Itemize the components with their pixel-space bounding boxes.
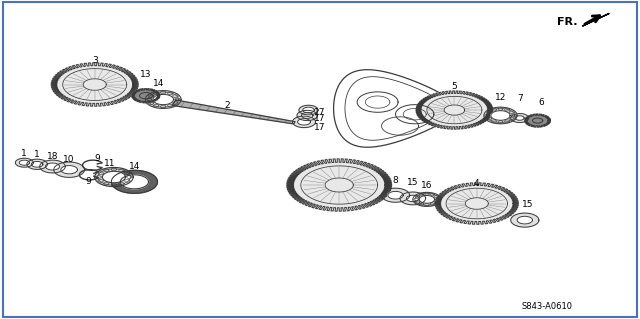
Polygon shape [27, 159, 47, 169]
Polygon shape [54, 162, 84, 177]
Text: 9: 9 [86, 177, 91, 186]
Text: 5: 5 [452, 82, 457, 91]
Polygon shape [132, 89, 160, 103]
Text: FR.: FR. [557, 17, 577, 27]
Polygon shape [153, 94, 173, 105]
Polygon shape [298, 119, 310, 125]
Polygon shape [525, 114, 550, 127]
Text: 1: 1 [22, 149, 27, 158]
Polygon shape [484, 107, 517, 124]
Text: 1: 1 [35, 150, 40, 159]
Polygon shape [40, 160, 65, 173]
Polygon shape [511, 114, 529, 122]
Text: S843-A0610: S843-A0610 [522, 302, 573, 311]
Text: 7: 7 [517, 94, 522, 103]
Text: 15: 15 [407, 178, 419, 187]
Polygon shape [419, 196, 435, 203]
Polygon shape [413, 192, 441, 206]
Text: 14: 14 [153, 79, 164, 88]
Polygon shape [287, 159, 392, 211]
Polygon shape [435, 183, 518, 224]
Polygon shape [292, 116, 316, 128]
Text: 18: 18 [47, 152, 58, 161]
Polygon shape [31, 161, 43, 167]
Text: 3: 3 [92, 56, 97, 65]
Polygon shape [400, 192, 426, 205]
Polygon shape [582, 13, 609, 26]
Polygon shape [299, 105, 318, 115]
Polygon shape [303, 107, 314, 113]
Text: 15: 15 [522, 200, 534, 209]
Polygon shape [287, 159, 392, 211]
Polygon shape [51, 63, 138, 106]
Polygon shape [406, 195, 419, 202]
Polygon shape [145, 91, 181, 108]
Text: 17: 17 [314, 108, 326, 117]
Text: 17: 17 [314, 123, 326, 132]
Polygon shape [381, 188, 410, 202]
Polygon shape [297, 110, 317, 121]
Text: 11: 11 [104, 159, 116, 168]
Polygon shape [388, 191, 403, 199]
Text: 12: 12 [495, 93, 506, 102]
Polygon shape [301, 113, 313, 118]
Polygon shape [172, 100, 295, 124]
Polygon shape [15, 158, 33, 167]
Polygon shape [416, 91, 493, 129]
Polygon shape [111, 170, 157, 193]
Text: 4: 4 [474, 179, 479, 188]
Polygon shape [19, 160, 29, 165]
Polygon shape [95, 167, 133, 187]
Polygon shape [491, 111, 510, 120]
Polygon shape [51, 63, 138, 106]
Polygon shape [435, 183, 518, 224]
Polygon shape [517, 216, 532, 224]
Text: 6: 6 [538, 98, 543, 107]
Text: 16: 16 [421, 181, 433, 189]
Polygon shape [45, 163, 60, 170]
Polygon shape [416, 91, 493, 129]
Text: 8: 8 [393, 176, 398, 185]
Polygon shape [515, 116, 524, 120]
Polygon shape [511, 213, 539, 227]
Text: 13: 13 [140, 70, 152, 79]
Polygon shape [102, 171, 125, 183]
Text: 10: 10 [63, 155, 75, 164]
Text: 17: 17 [314, 115, 326, 123]
Text: 2: 2 [225, 101, 230, 110]
Polygon shape [61, 166, 77, 174]
Polygon shape [132, 89, 160, 103]
Polygon shape [525, 114, 550, 127]
Text: 14: 14 [129, 162, 140, 171]
Text: 9: 9 [95, 154, 100, 163]
Polygon shape [120, 175, 148, 189]
